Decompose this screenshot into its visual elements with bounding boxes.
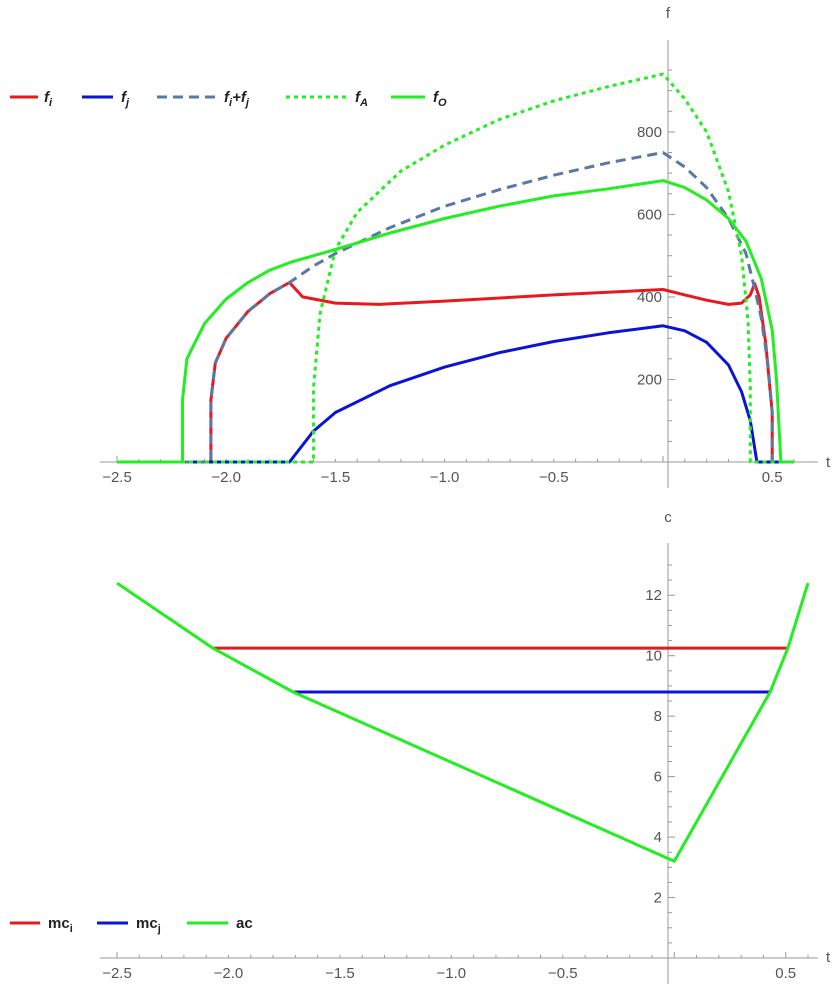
legend: mci mcj ac xyxy=(10,915,253,935)
x-tick-label: −2.0 xyxy=(214,965,244,982)
x-tick-label: 0.5 xyxy=(762,469,783,486)
x-tick-label: −1.5 xyxy=(325,965,355,982)
series-line-fi xyxy=(117,281,794,464)
x-tick-label: −1.0 xyxy=(437,965,467,982)
y-tick-label: 600 xyxy=(637,206,662,223)
x-tick-label: 0.5 xyxy=(775,965,796,982)
y-tick-label: 800 xyxy=(637,124,662,141)
series-line-fj xyxy=(117,324,794,464)
y-tick-label: 10 xyxy=(645,648,662,665)
series-line-fO xyxy=(117,179,794,464)
series-line-fi+fj xyxy=(117,151,794,464)
x-tick-label: −1.0 xyxy=(430,469,460,486)
legend-label: fO xyxy=(433,89,447,109)
y-tick-label: 6 xyxy=(654,769,662,786)
x-axis-title: t xyxy=(826,949,831,966)
legend-label: mcj xyxy=(136,915,161,935)
x-tick-label: −0.5 xyxy=(539,469,569,486)
x-tick-label: −2.0 xyxy=(211,469,241,486)
x-tick-label: −0.5 xyxy=(548,965,578,982)
x-tick-label: −2.5 xyxy=(102,469,132,486)
y-tick-label: 2 xyxy=(654,890,662,907)
legend-label: ac xyxy=(236,915,253,932)
legend-label: fj xyxy=(121,89,130,109)
y-axis-title: c xyxy=(664,509,672,526)
y-axis-title: f xyxy=(666,5,671,22)
y-tick-label: 8 xyxy=(654,708,662,725)
y-tick-label: 200 xyxy=(637,371,662,388)
legend-label: mci xyxy=(48,915,73,935)
y-tick-label: 12 xyxy=(645,587,662,604)
y-tick-label: 4 xyxy=(654,829,662,846)
legend-label: fi xyxy=(44,89,53,109)
x-tick-label: −1.5 xyxy=(321,469,351,486)
series-line-ac xyxy=(116,581,810,863)
series-line-fA xyxy=(117,72,794,464)
legend-label: fA xyxy=(355,89,368,109)
y-tick-label: 400 xyxy=(637,289,662,306)
x-axis-title: t xyxy=(826,454,831,471)
bottom-chart-panel: −2.5 −2.0 −1.5 −1.0 −0.5 0.5 2 4 6 8 10 12 c t mci mcj a… xyxy=(10,509,831,984)
legend: fi fj fi+fj fA fO xyxy=(10,89,447,109)
legend-label: fi+fj xyxy=(224,89,250,109)
x-tick-label: −2.5 xyxy=(102,965,132,982)
